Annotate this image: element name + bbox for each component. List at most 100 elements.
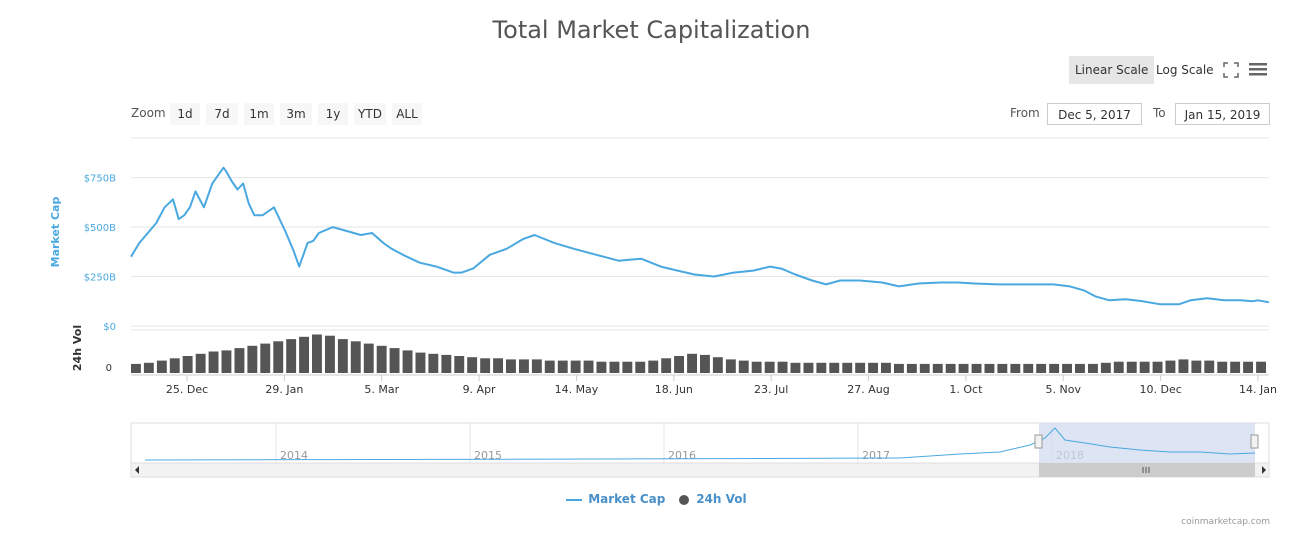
navigator-left-handle [1034, 434, 1043, 449]
volume-bar [609, 361, 620, 373]
to-label: To [1153, 106, 1166, 120]
volume-bar [441, 354, 452, 373]
volume-bar [881, 362, 891, 373]
zoom-1d-button[interactable]: 1d [170, 103, 200, 125]
volume-bar [790, 362, 801, 373]
volume-bar [971, 363, 982, 373]
y-tick-label: $750B [84, 174, 116, 185]
legend-volume[interactable]: 24h Vol [678, 492, 747, 506]
volume-bar [932, 363, 943, 373]
price-series [130, 166, 1270, 306]
dot-legend-icon [679, 494, 689, 505]
volume-bar [570, 360, 581, 373]
zoom-1m-button[interactable]: 1m [244, 103, 274, 125]
volume-bar [1088, 363, 1098, 373]
axes: $0 $250B $500B $750B Market Cap 24h Vol 0 25. D… [49, 174, 1277, 396]
volume-bar [919, 363, 930, 373]
volume-bar [169, 358, 180, 373]
volume-bar [894, 363, 904, 373]
volume-bar [557, 360, 568, 373]
volume-bar [777, 361, 788, 373]
zoom-1y-button[interactable]: 1y [318, 103, 348, 125]
volume-bar [506, 359, 516, 373]
volume-bar [725, 359, 736, 373]
volume-bar [635, 361, 646, 373]
y-tick-label: $500B [84, 223, 116, 234]
volume-bar [1152, 361, 1163, 373]
scrollbar-thumb [1039, 463, 1255, 477]
volume-bar [906, 363, 917, 373]
volume-bar [544, 360, 555, 373]
volume-bar [273, 341, 284, 373]
volume-bar [984, 363, 995, 373]
to-date-input[interactable]: Jan 15, 2019 [1175, 103, 1270, 125]
volume-bar [842, 362, 853, 373]
from-label: From [1010, 106, 1040, 120]
scroll-right-icon [1262, 466, 1266, 474]
menu-icon[interactable] [1248, 60, 1268, 78]
volume-bar [519, 359, 529, 373]
volume-bar [247, 345, 258, 373]
volume-bar [764, 361, 775, 373]
from-date-input[interactable]: Dec 5, 2017 [1047, 103, 1142, 125]
navigator-frame [130, 422, 1270, 464]
volume-bar [208, 351, 219, 373]
volume-series [131, 334, 1266, 373]
volume-bar [234, 348, 245, 373]
x-tick-label: 23. Jul [754, 383, 788, 396]
volume-bar [312, 334, 322, 373]
volume-bar [958, 363, 969, 373]
log-scale-button[interactable]: Log Scale [1156, 63, 1214, 77]
volume-bar [531, 359, 542, 373]
volume-bar [350, 341, 361, 373]
volume-bar [868, 362, 878, 373]
zoom-all-button[interactable]: ALL [392, 103, 422, 125]
volume-bar [674, 356, 684, 373]
fullscreen-icon[interactable] [1222, 61, 1240, 79]
navigator-year-label: 2014 [280, 449, 308, 462]
navigator: 2014 2015 2016 2017 2018 [130, 422, 1270, 478]
volume-bar [1062, 363, 1072, 373]
volume-bar [1100, 362, 1111, 373]
navigator-year-label: 2015 [474, 449, 502, 462]
volume-bar [1075, 363, 1085, 373]
volume-bar [286, 339, 297, 373]
volume-bar [1036, 363, 1047, 373]
volume-bar [829, 362, 840, 373]
legend-market-cap[interactable]: Market Cap [566, 492, 665, 506]
zoom-ytd-button[interactable]: YTD [354, 103, 386, 125]
volume-bar [816, 362, 827, 373]
x-tick-label: 5. Mar [364, 383, 399, 396]
volume-bar [997, 363, 1008, 373]
volume-bar [1165, 360, 1176, 373]
volume-bar [389, 348, 400, 373]
x-tick-label: 29. Jan [265, 383, 303, 396]
credit-link[interactable]: coinmarketcap.com [1181, 517, 1270, 527]
navigator-right-handle [1250, 434, 1259, 449]
x-tick-label: 14. May [555, 383, 599, 396]
volume-bar [337, 339, 348, 373]
grid-lines [131, 137, 1269, 331]
volume-bar [1023, 363, 1034, 373]
linear-scale-button[interactable]: Linear Scale [1069, 56, 1155, 84]
zoom-3m-button[interactable]: 3m [280, 103, 312, 125]
x-tick-label: 27. Aug [847, 383, 889, 396]
chart-title: Total Market Capitalization [492, 16, 811, 44]
volume-bar [803, 362, 814, 373]
volume-tick-label: 0 [106, 363, 112, 374]
volume-bar [687, 353, 697, 373]
navigator-year-label: 2018 [1056, 449, 1084, 462]
volume-bar [661, 358, 672, 373]
navigator-selection [1039, 423, 1255, 463]
volume-bar [1256, 361, 1266, 373]
legend-market-cap-label: Market Cap [588, 492, 666, 506]
volume-bar [182, 356, 193, 373]
volume-bar [1126, 361, 1137, 373]
volume-bar [221, 350, 232, 373]
volume-bar [712, 357, 723, 373]
zoom-7d-button[interactable]: 7d [206, 103, 238, 125]
volume-bar [1217, 361, 1228, 373]
x-tick-label: 25. Dec [166, 383, 208, 396]
volume-bar [945, 363, 956, 373]
volume-axis-title: 24h Vol [71, 325, 84, 371]
